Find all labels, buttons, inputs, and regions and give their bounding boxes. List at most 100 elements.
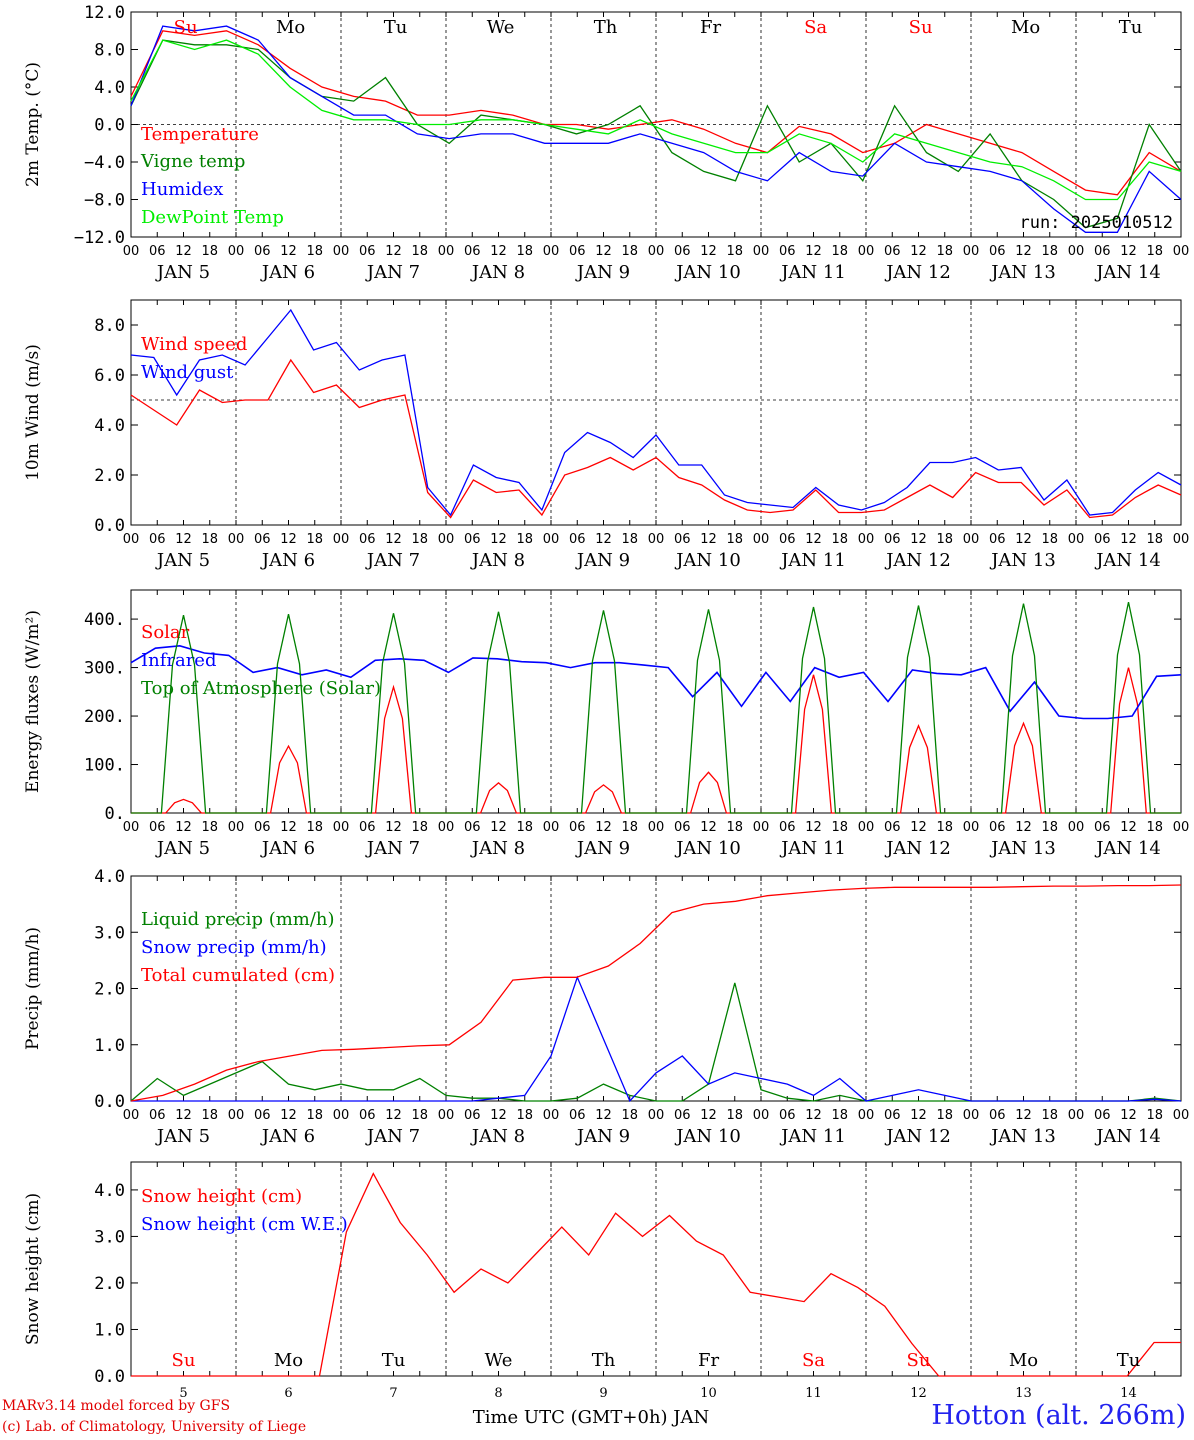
day-name: Tu (382, 1350, 406, 1371)
hour-label: 12 (595, 532, 612, 547)
date-label: JAN 14 (1094, 838, 1161, 859)
hour-label: 00 (543, 532, 560, 547)
hour-label: 12 (1120, 820, 1137, 835)
hour-label: 00 (543, 1108, 560, 1123)
hour-label: 00 (438, 1108, 455, 1123)
hour-label: 00 (228, 1108, 245, 1123)
hour-label: 12 (805, 244, 822, 259)
hour-label: 12 (910, 820, 927, 835)
hour-label: 06 (149, 1108, 166, 1123)
hour-label: 00 (123, 532, 140, 547)
hour-label: 06 (464, 532, 481, 547)
hour-label: 00 (753, 244, 770, 259)
date-label: JAN 7 (365, 838, 420, 859)
hour-label: 12 (910, 1108, 927, 1123)
hour-label: 00 (543, 820, 560, 835)
y-tick-label: 400. (84, 610, 125, 630)
hour-label: 18 (621, 1108, 638, 1123)
panel-frame (130, 299, 1182, 526)
hour-label: 18 (1041, 532, 1058, 547)
hour-label: 06 (254, 532, 271, 547)
hour-label: 12 (700, 532, 717, 547)
day-name: Su (907, 1350, 931, 1371)
date-label: JAN 10 (674, 262, 741, 283)
footer-model-line: MARv3.14 model forced by GFS (2, 1398, 231, 1414)
hour-label: 18 (726, 1108, 743, 1123)
legend-entry: Temperature (141, 124, 259, 145)
hour-label: 00 (438, 820, 455, 835)
x-axis-label: Time UTC (GMT+0h) JAN (473, 1407, 710, 1428)
date-label: JAN 10 (674, 838, 741, 859)
hour-label: 18 (1041, 244, 1058, 259)
date-label: JAN 13 (989, 262, 1056, 283)
date-label: JAN 8 (470, 838, 525, 859)
hour-label: 06 (569, 820, 586, 835)
hour-label: 06 (1094, 820, 1111, 835)
hour-label: 18 (831, 532, 848, 547)
date-label: JAN 5 (155, 550, 210, 571)
hour-label: 00 (1173, 820, 1190, 835)
hour-label: 00 (1173, 1108, 1190, 1123)
date-label: JAN 5 (155, 838, 210, 859)
hour-label: 06 (149, 244, 166, 259)
hour-label: 18 (201, 532, 218, 547)
hour-label: 00 (1173, 244, 1190, 259)
y-tick-label: 6.0 (94, 366, 125, 386)
date-label: JAN 8 (470, 1126, 525, 1147)
hour-label: 06 (989, 532, 1006, 547)
hour-label: 12 (490, 1108, 507, 1123)
panel-1: 12.0 8.0 4.0 0.0 −4.0 −8.0 −12.0 2m Temp. (°C) T… (23, 3, 1189, 283)
hour-label: 12 (175, 244, 192, 259)
y-tick-label: 0. (105, 804, 125, 824)
hour-label: 06 (359, 1108, 376, 1123)
series-line (130, 39, 1182, 201)
hour-label: 12 (1015, 244, 1032, 259)
hour-label: 06 (464, 1108, 481, 1123)
hour-label: 18 (1041, 820, 1058, 835)
hour-label: 18 (411, 1108, 428, 1123)
y-tick-label: −12.0 (74, 228, 125, 248)
series-line (131, 601, 1181, 814)
day-number: 10 (700, 1386, 717, 1401)
hour-label: 12 (595, 820, 612, 835)
series-line (130, 25, 1182, 233)
day-name: Th (594, 17, 618, 38)
hour-label: 12 (700, 820, 717, 835)
y-tick-label: 1.0 (94, 1036, 125, 1056)
series-line (130, 644, 1182, 720)
hour-label: 12 (910, 532, 927, 547)
y-tick-label: 2.0 (94, 466, 125, 486)
hour-label: 18 (1146, 532, 1163, 547)
day-number: 7 (389, 1386, 397, 1401)
y-tick-label: 12.0 (84, 3, 125, 23)
hour-label: 06 (464, 244, 481, 259)
hour-label: 06 (674, 820, 691, 835)
hour-label: 00 (228, 820, 245, 835)
y-tick-label: −4.0 (84, 153, 125, 173)
hour-label: 06 (779, 820, 796, 835)
hour-label: 06 (149, 532, 166, 547)
hour-label: 00 (753, 820, 770, 835)
hour-label: 12 (490, 532, 507, 547)
day-name: Mo (1011, 17, 1040, 38)
hour-label: 00 (333, 244, 350, 259)
hour-label: 12 (175, 820, 192, 835)
y-tick-label: 0.0 (94, 1367, 125, 1387)
hour-label: 12 (385, 1108, 402, 1123)
hour-label: 00 (963, 532, 980, 547)
day-name: Sa (802, 1350, 825, 1371)
day-name: Mo (1009, 1350, 1038, 1371)
hour-label: 18 (516, 244, 533, 259)
hour-label: 12 (1120, 532, 1137, 547)
hour-label: 00 (963, 1108, 980, 1123)
hour-label: 18 (1146, 820, 1163, 835)
hour-label: 06 (674, 244, 691, 259)
hour-label: 12 (175, 532, 192, 547)
day-name: Su (174, 17, 198, 38)
date-label: JAN 13 (989, 550, 1056, 571)
hour-label: 18 (306, 1108, 323, 1123)
day-number: 11 (805, 1386, 822, 1401)
y-axis-label: Snow height (cm) (23, 1193, 43, 1345)
hour-label: 00 (228, 244, 245, 259)
